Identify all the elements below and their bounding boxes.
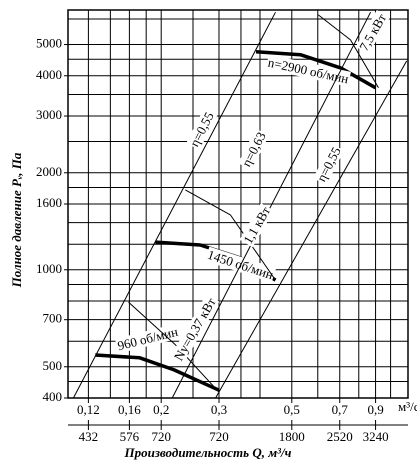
y-tick-label: 3000 bbox=[36, 107, 62, 122]
label-background bbox=[265, 54, 351, 87]
x-tick-label: 0,5 bbox=[284, 402, 300, 417]
x-tick-label: 0,2 bbox=[153, 402, 169, 417]
series-line bbox=[185, 189, 276, 281]
label-background bbox=[313, 143, 345, 186]
x2-tick-label: 432 bbox=[79, 429, 99, 444]
label-background bbox=[186, 108, 218, 151]
x-axis-unit: м³/с bbox=[398, 399, 417, 414]
x2-tick-label: 2520 bbox=[327, 429, 353, 444]
y-tick-label: 700 bbox=[43, 311, 63, 326]
y-tick-label: 400 bbox=[43, 389, 63, 404]
y-axis-title: Полное давление Pᵥ, Па bbox=[9, 152, 24, 288]
x2-tick-label: 576 bbox=[120, 429, 140, 444]
y-tick-label: 500 bbox=[43, 358, 63, 373]
x-tick-label: 0,16 bbox=[118, 402, 141, 417]
x2-tick-label: 3240 bbox=[363, 429, 389, 444]
series-line bbox=[72, 11, 276, 399]
series-line bbox=[215, 60, 408, 399]
y-tick-label: 1000 bbox=[36, 261, 62, 276]
label-background bbox=[238, 128, 270, 171]
series-label: η=0,63 bbox=[239, 129, 269, 169]
x-tick-label: 0,12 bbox=[77, 402, 100, 417]
y-tick-label: 1600 bbox=[36, 195, 62, 210]
y-tick-label: 2000 bbox=[36, 164, 62, 179]
series-label: η=0,55 bbox=[187, 109, 217, 149]
x2-tick-label: 720 bbox=[151, 429, 171, 444]
x-tick-label: 0,9 bbox=[367, 402, 383, 417]
y-tick-label: 4000 bbox=[36, 67, 62, 82]
series-label: 7,5 кВт bbox=[356, 11, 389, 54]
label-background bbox=[355, 9, 390, 55]
x-axis-title: Производительность Q, м³/ч bbox=[124, 445, 292, 460]
label-background bbox=[114, 323, 181, 354]
series-label: 960 об/мин bbox=[116, 324, 179, 353]
x-tick-label: 0,7 bbox=[332, 402, 349, 417]
x2-tick-label: 1800 bbox=[279, 429, 305, 444]
label-background bbox=[170, 294, 220, 365]
x2-tick-label: 720 bbox=[209, 429, 229, 444]
x-tick-label: 0,3 bbox=[211, 402, 227, 417]
series-line bbox=[317, 14, 379, 89]
series-line bbox=[95, 353, 220, 392]
y-tick-label: 5000 bbox=[36, 36, 62, 51]
series-label: 1,1 кВт bbox=[240, 204, 273, 247]
series-line bbox=[171, 11, 372, 399]
series-line bbox=[128, 301, 220, 393]
label-background bbox=[239, 202, 274, 248]
series-line bbox=[255, 49, 377, 90]
